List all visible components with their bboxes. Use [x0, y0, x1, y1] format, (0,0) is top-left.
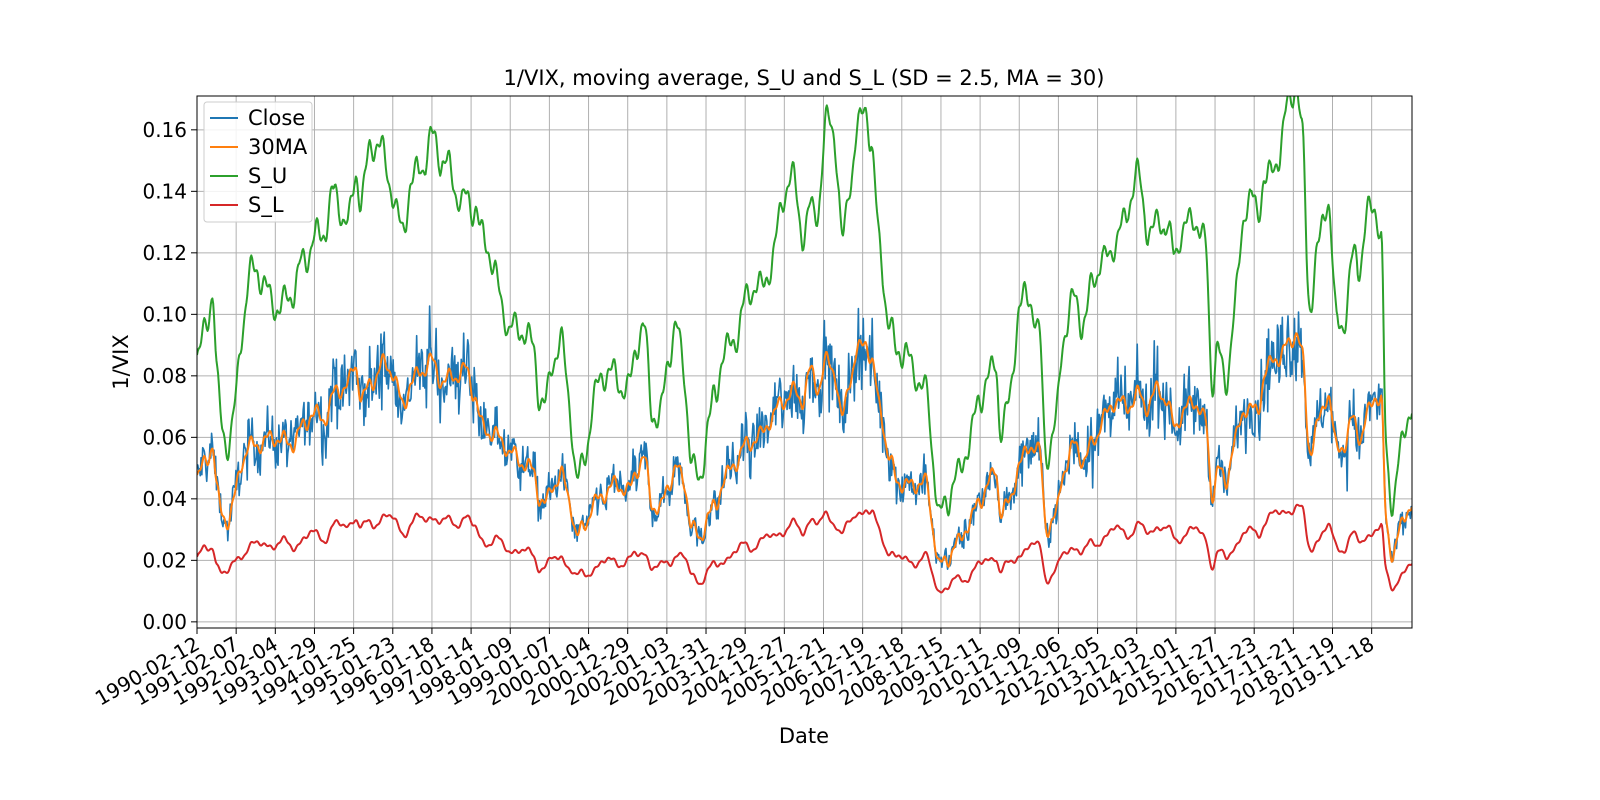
y-tick-label: 0.16 — [142, 118, 187, 142]
legend-box — [203, 101, 313, 223]
y-axis: 0.00 0.02 0.04 0.06 0.08 0.10 0.12 0.14 0.16 — [142, 118, 197, 634]
y-axis-label: 1/VIX — [109, 334, 133, 389]
y-tick-label: 0.06 — [142, 425, 187, 449]
chart-title: 1/VIX, moving average, S_U and S_L (SD =… — [504, 66, 1105, 91]
series-line-s-u — [197, 96, 1412, 517]
legend: Close 30MA S_U S_L — [203, 101, 313, 223]
plot-frame — [196, 95, 1413, 629]
legend-entry: S_U — [248, 164, 287, 189]
y-tick-label: 0.04 — [142, 487, 187, 511]
series-line-s-l — [197, 503, 1412, 594]
y-tick-label: 0.14 — [142, 179, 187, 203]
series-lines — [197, 96, 1412, 594]
legend-entry: Close — [248, 106, 305, 130]
y-tick-label: 0.10 — [142, 302, 187, 326]
legend-entry: 30MA — [248, 135, 308, 159]
y-tick-label: 0.02 — [142, 548, 187, 572]
y-tick-label: 0.00 — [142, 610, 187, 634]
y-tick-label: 0.12 — [142, 241, 187, 265]
series-line-30ma — [197, 332, 1412, 568]
x-axis: 1990-02-121991-02-071992-02-041993-01-29… — [91, 628, 1378, 710]
y-tick-label: 0.08 — [142, 364, 187, 388]
x-axis-label: Date — [779, 724, 829, 748]
legend-entry: S_L — [248, 193, 284, 218]
